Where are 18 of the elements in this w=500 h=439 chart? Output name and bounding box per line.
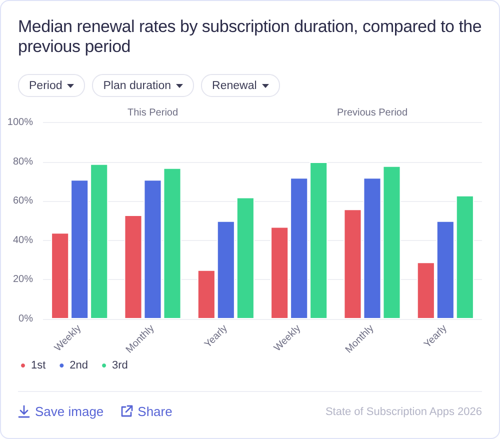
dropdown-button[interactable]: Period (18, 74, 86, 97)
dropdown-button[interactable]: Renewal (201, 74, 280, 97)
y-tick-label: 100% (7, 117, 34, 128)
legend-label: 1st (31, 360, 46, 372)
y-tick-label: 0% (18, 314, 34, 324)
chart-title: Median renewal rates by subscription duration, compared to the previous period (18, 17, 483, 57)
y-tick-label: 40% (12, 234, 34, 246)
y-tick-label: 80% (12, 156, 34, 168)
dropdown-button[interactable]: Plan duration (92, 74, 194, 97)
legend-label: 2nd (70, 360, 88, 372)
text: This Period (127, 108, 178, 118)
text: Previous Period (336, 108, 408, 118)
share-button[interactable]: Share (120, 404, 172, 419)
y-tick-label: 20% (12, 274, 34, 286)
y-tick-label: 60% (12, 196, 34, 207)
text: State of Subscription Apps 2026 (325, 406, 482, 418)
save-image-button[interactable]: Save image (18, 404, 104, 419)
legend-label: 3rd (112, 360, 128, 372)
